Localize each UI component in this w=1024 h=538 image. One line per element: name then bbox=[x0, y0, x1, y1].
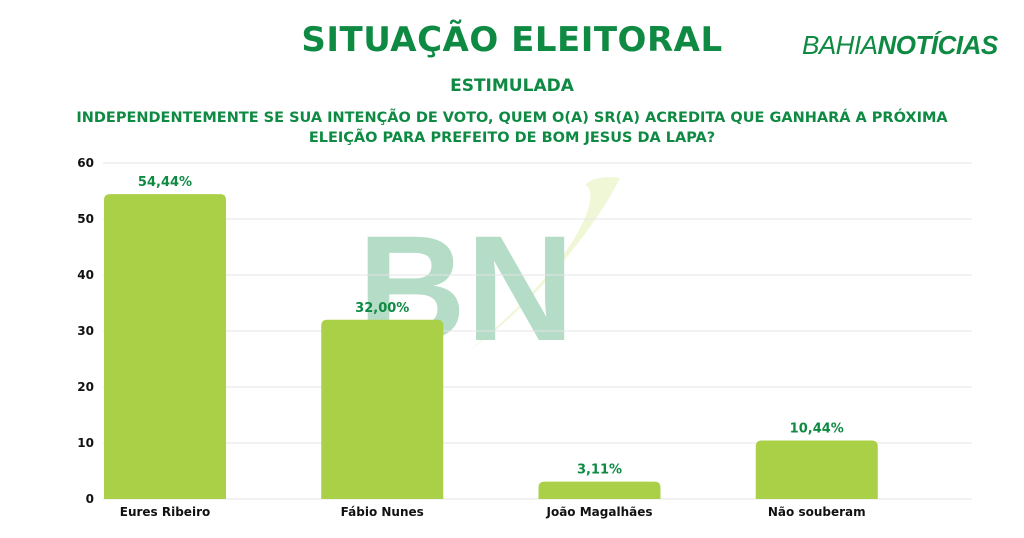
data-label: 3,11% bbox=[577, 463, 622, 478]
chart-subtitle: ESTIMULADA bbox=[450, 76, 574, 96]
bar bbox=[104, 194, 226, 500]
y-tick-label: 10 bbox=[77, 436, 94, 450]
x-tick-label: Não souberam bbox=[768, 505, 866, 519]
y-tick-label: 0 bbox=[86, 492, 94, 506]
x-tick-label: Fábio Nunes bbox=[341, 505, 424, 519]
bar bbox=[538, 481, 661, 499]
data-label: 54,44% bbox=[138, 175, 192, 190]
y-tick-label: 40 bbox=[77, 268, 94, 282]
bar bbox=[755, 440, 878, 499]
survey-question: INDEPENDENTEMENTE SE SUA INTENÇÃO DE VOT… bbox=[76, 110, 948, 146]
y-tick-label: 30 bbox=[77, 324, 94, 338]
x-tick-label: João Magalhães bbox=[546, 505, 653, 519]
bahia-noticias-logo: BAHIANOTÍCIAS bbox=[802, 30, 998, 61]
logo-bold-text: NOTÍCIAS bbox=[877, 30, 999, 60]
x-tick-label: Eures Ribeiro bbox=[120, 505, 210, 519]
y-tick-label: 60 bbox=[77, 156, 94, 170]
data-label: 10,44% bbox=[790, 422, 844, 437]
logo-light-text: BAHIA bbox=[802, 30, 878, 60]
chart-title: SITUAÇÃO ELEITORAL bbox=[301, 20, 723, 60]
bar bbox=[321, 319, 444, 499]
y-tick-label: 50 bbox=[77, 212, 94, 226]
y-tick-label: 20 bbox=[77, 380, 94, 394]
data-label: 32,00% bbox=[355, 301, 409, 316]
